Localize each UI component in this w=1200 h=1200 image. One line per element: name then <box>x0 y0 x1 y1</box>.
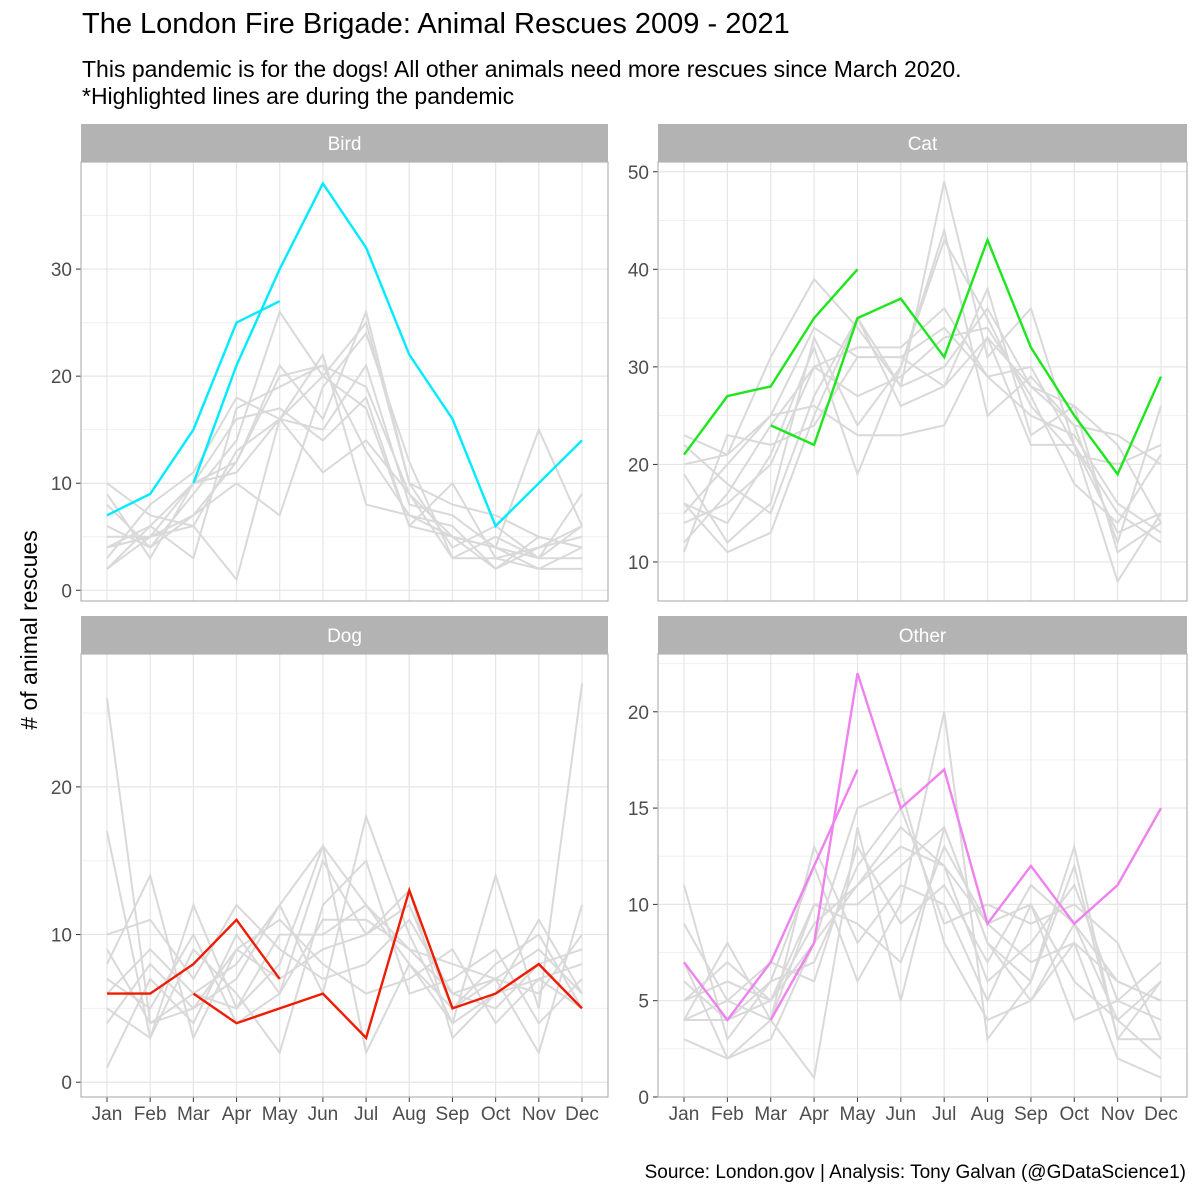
y-tick-label: 10 <box>51 474 72 495</box>
x-tick-label: Dec <box>1144 1104 1178 1125</box>
background-series-line <box>683 711 1162 1042</box>
y-axis-label: # of animal rescues <box>16 530 42 729</box>
background-series-line <box>106 858 583 1068</box>
background-series-line <box>106 903 583 1025</box>
background-series-line <box>684 806 1162 1040</box>
subtitle-line-1: This pandemic is for the dogs! All other… <box>82 56 962 82</box>
panel-border-dog <box>80 653 609 1098</box>
chart-title: The London Fire Brigade: Animal Rescues … <box>82 8 790 40</box>
background-series-line <box>683 306 1162 524</box>
background-series-line <box>106 364 583 571</box>
background-series-line <box>106 683 583 1026</box>
y-tick-label: 0 <box>638 1088 649 1109</box>
x-tick-label: Jun <box>308 1104 339 1125</box>
background-series-line <box>683 285 1162 554</box>
y-tick-label: 10 <box>51 926 72 947</box>
x-tick-label: Sep <box>1014 1104 1048 1125</box>
y-tick-label: 10 <box>628 553 649 574</box>
highlight-series-line <box>106 300 281 517</box>
x-tick-label: Aug <box>971 1104 1005 1125</box>
y-tick-label: 20 <box>51 367 72 388</box>
x-tick-label: May <box>840 1104 876 1125</box>
background-series-line <box>683 845 1162 1022</box>
highlight-series-line <box>770 236 1163 477</box>
background-series-line <box>106 309 582 570</box>
x-tick-label: Nov <box>522 1104 556 1125</box>
chart-caption: Source: London.gov | Analysis: Tony Galv… <box>644 1162 1186 1183</box>
facet-strip-cat <box>658 124 1187 162</box>
highlight-series-line <box>683 268 859 456</box>
background-series-line <box>683 181 1162 584</box>
background-series-line <box>107 363 583 571</box>
background-series-line <box>683 823 1161 1081</box>
background-series-line <box>683 825 1162 1002</box>
x-tick-label: Dec <box>565 1104 599 1125</box>
x-tick-label: Apr <box>799 1104 829 1125</box>
highlight-series-line <box>683 769 859 1023</box>
background-series-line <box>683 237 1162 545</box>
y-tick-label: 20 <box>628 455 649 476</box>
y-tick-label: 0 <box>61 1073 72 1094</box>
x-tick-label: Jul <box>354 1104 378 1125</box>
background-series-line <box>683 326 1162 553</box>
panel-border-other <box>657 653 1188 1098</box>
x-tick-label: Feb <box>711 1104 744 1125</box>
background-series-line <box>106 903 583 1025</box>
background-series-line <box>683 844 1162 1003</box>
highlight-series-line <box>192 886 583 1041</box>
y-tick-label: 50 <box>628 163 649 184</box>
y-tick-label: 0 <box>61 581 72 602</box>
highlight-series-line <box>192 181 583 529</box>
x-tick-label: Jun <box>885 1104 916 1125</box>
background-series-line <box>106 843 583 1056</box>
x-tick-label: Mar <box>177 1104 210 1125</box>
y-tick-label: 20 <box>51 778 72 799</box>
x-tick-label: Mar <box>754 1104 787 1125</box>
y-tick-label: 20 <box>628 703 649 724</box>
panel-border-bird <box>80 161 609 602</box>
x-tick-label: Aug <box>392 1104 426 1125</box>
background-series-line <box>106 364 582 561</box>
subtitle-line-2: *Highlighted lines are during the pandem… <box>82 83 515 109</box>
x-tick-label: Apr <box>222 1104 252 1125</box>
y-tick-label: 30 <box>628 358 649 379</box>
y-tick-label: 5 <box>638 992 649 1013</box>
x-tick-label: Oct <box>481 1104 511 1125</box>
background-series-line <box>683 326 1162 544</box>
facet-label-other: Other <box>899 626 947 647</box>
facet-strip-dog <box>81 616 608 654</box>
chart-subtitle: This pandemic is for the dogs! All other… <box>82 56 962 110</box>
facet-label-cat: Cat <box>908 134 938 155</box>
y-tick-label: 10 <box>628 895 649 916</box>
highlight-series-line <box>107 917 281 995</box>
background-series-line <box>106 858 583 1055</box>
facet-strip-other <box>658 616 1187 654</box>
y-tick-label: 30 <box>51 260 72 281</box>
background-series-line <box>683 843 1162 1060</box>
background-series-line <box>106 352 583 559</box>
facet-strip-bird <box>81 124 608 162</box>
background-series-line <box>106 331 583 560</box>
background-series-line <box>683 335 1162 535</box>
x-tick-label: Jan <box>92 1104 123 1125</box>
facet-label-dog: Dog <box>327 626 362 647</box>
x-tick-label: Nov <box>1101 1104 1135 1125</box>
y-tick-label: 40 <box>628 260 649 281</box>
x-tick-label: Sep <box>436 1104 470 1125</box>
facet-label-bird: Bird <box>328 134 362 155</box>
x-tick-label: Jan <box>669 1104 700 1125</box>
x-tick-label: Oct <box>1059 1104 1089 1125</box>
highlight-series-line <box>769 672 1163 1021</box>
panel-border-cat <box>657 161 1188 602</box>
x-tick-label: Jul <box>932 1104 956 1125</box>
background-series-line <box>106 417 583 570</box>
y-tick-label: 15 <box>628 799 649 820</box>
x-tick-label: May <box>262 1104 298 1125</box>
background-series-line <box>106 308 583 570</box>
x-tick-label: Feb <box>134 1104 167 1125</box>
background-series-line <box>106 395 583 571</box>
